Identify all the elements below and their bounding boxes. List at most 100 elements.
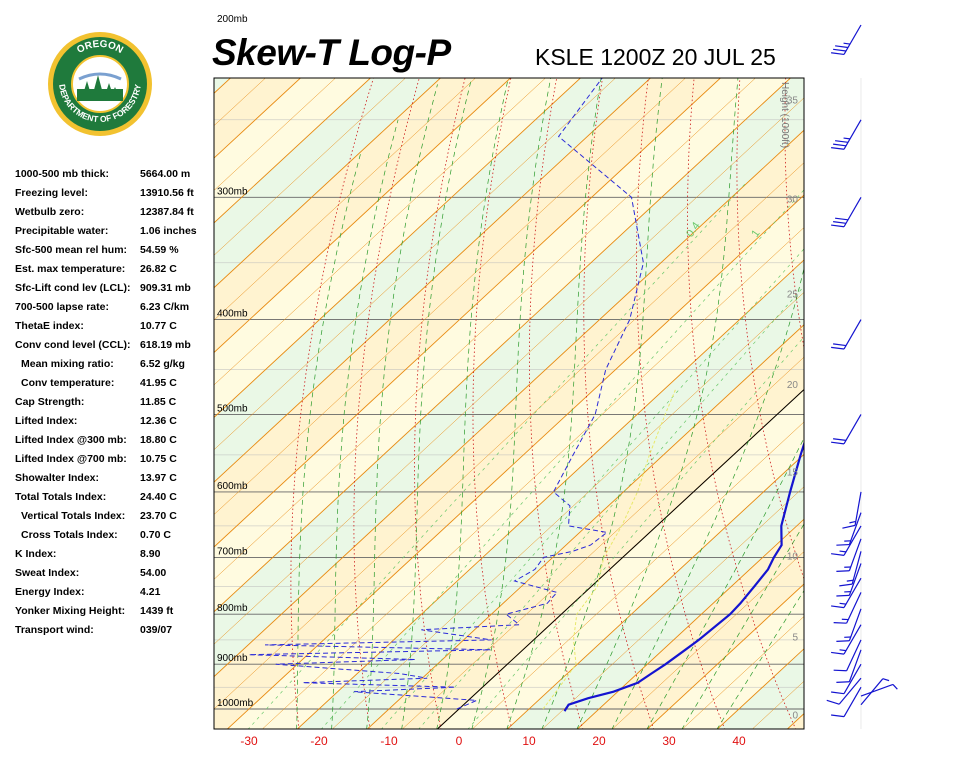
stat-value: 909.31 mb [140, 282, 191, 294]
stat-value: 54.59 % [140, 244, 179, 256]
pressure-label: 900mb [217, 653, 248, 664]
stat-value: 4.21 [140, 586, 161, 598]
isotherm-line [296, 259, 804, 729]
dry-adiabat [921, 0, 960, 730]
pressure-label: 500mb [217, 403, 248, 414]
height-tick-label: 40 [787, 0, 799, 3]
pressure-label: 1000mb [217, 698, 254, 709]
isotherm-line [822, 0, 960, 730]
wind-barb [860, 683, 898, 697]
x-tick-label: 0 [456, 734, 463, 748]
isotherm-band [214, 130, 804, 729]
stat-label: Wetbulb zero: [15, 206, 85, 218]
x-tick-label: -10 [380, 734, 398, 748]
wind-barb [839, 551, 862, 587]
dry-adiabat [414, 78, 466, 729]
stat-label: Precipitable water: [15, 225, 109, 237]
height-tick-label: 25 [787, 289, 799, 300]
height-tick-label: 35 [787, 96, 799, 107]
pressure-label: 300mb [217, 186, 248, 197]
x-tick-label: 20 [592, 734, 606, 748]
isotherm-line [214, 129, 804, 678]
wind-barb [831, 24, 862, 56]
x-tick-label: 40 [732, 734, 746, 748]
mixing-ratio-label: 3 [835, 228, 848, 240]
stat-value: 10.75 C [140, 453, 177, 465]
stat-label: 700-500 lapse rate: [15, 301, 109, 313]
stat-value: 12387.84 ft [140, 206, 194, 218]
axes: 200mb 300mb 400mb 500mb 600mb 700mb 800mb 900mb… [217, 0, 798, 748]
isotherm-bands [214, 78, 804, 729]
stat-label: ThetaE index: [15, 320, 84, 332]
mixing-ratio-label: 5 [879, 228, 892, 240]
stat-label: Sfc-500 mean rel hum: [15, 244, 128, 256]
stat-value: 13910.56 ft [140, 187, 194, 199]
isotherm-line [786, 713, 804, 729]
isotherm-line [262, 227, 804, 729]
mixing-ratio-label: 1 [749, 228, 762, 240]
stat-label: Transport wind: [15, 624, 94, 636]
height-tick-label: 30 [787, 195, 799, 206]
wind-barb [836, 563, 862, 597]
moist-adiabat [401, 78, 473, 729]
stat-value: 11.85 C [140, 396, 177, 408]
stat-label: Energy Index: [15, 586, 85, 598]
pressure-label: 700mb [217, 546, 248, 557]
isotherm-line [542, 486, 804, 729]
stat-value: 24.40 C [140, 491, 177, 503]
stat-label: Yonker Mixing Height: [15, 605, 126, 617]
stat-value: 1439 ft [140, 605, 174, 617]
stat-value: 039/07 [140, 624, 173, 636]
wind-barb [836, 538, 862, 572]
stat-label: Freezing level: [15, 187, 88, 199]
stat-label: Lifted Index: [15, 415, 78, 427]
height-tick-label: 15 [787, 467, 799, 478]
wind-barb [860, 678, 890, 706]
mixing-ratio-line [418, 285, 804, 729]
stat-label: Mean mixing ratio: [21, 358, 114, 370]
mixing-ratio-line [467, 336, 804, 729]
moist-adiabat [366, 84, 438, 729]
dewpoint-trace [248, 78, 644, 710]
stat-label: Est. max temperature: [15, 263, 126, 275]
stat-label: K Index: [15, 548, 57, 560]
dry-adiabat [529, 78, 584, 729]
isotherm-line [214, 78, 582, 418]
wind-barb [831, 197, 862, 228]
wind-barb [831, 414, 862, 445]
wind-barb [831, 663, 862, 695]
station-time-label: KSLE 1200Z 20 JUL 25 [535, 44, 776, 70]
stat-label: Conv cond level (CCL): [15, 339, 131, 351]
wind-barb [831, 577, 862, 609]
moist-adiabat [506, 78, 602, 729]
x-tick-label: -20 [310, 734, 328, 748]
isotherm-line [472, 421, 804, 729]
mixing-ratio-label: 2 [803, 228, 816, 240]
stat-label: Cap Strength: [15, 396, 85, 408]
mixing-ratio-line [320, 189, 804, 729]
wind-barb [833, 592, 862, 624]
stat-value: 5664.00 m [140, 168, 191, 180]
wind-barb [836, 608, 862, 642]
temperature-trace [563, 440, 804, 712]
dry-adiabat [877, 0, 960, 730]
height-axis-label: Height (1000ft) [779, 82, 790, 148]
mixing-ratio-line [381, 248, 804, 729]
moist-adiabat [296, 152, 362, 729]
wind-barb [842, 491, 862, 529]
isotherm-line [214, 78, 722, 548]
isotherm-line [214, 78, 756, 580]
stat-value: 0.70 C [140, 529, 171, 541]
stat-value: 12.36 C [140, 415, 177, 427]
wind-barb [831, 525, 862, 556]
freezing-isotherm [436, 388, 804, 729]
isotherm-line [214, 78, 336, 191]
isotherm-line [214, 78, 652, 483]
isotherm-line [366, 324, 804, 729]
wind-barbs [826, 24, 898, 729]
pressure-label: 600mb [217, 481, 248, 492]
chart-title: Skew-T Log-P [212, 32, 451, 73]
isotherm-line [402, 356, 804, 729]
isotherm-line [214, 97, 804, 645]
